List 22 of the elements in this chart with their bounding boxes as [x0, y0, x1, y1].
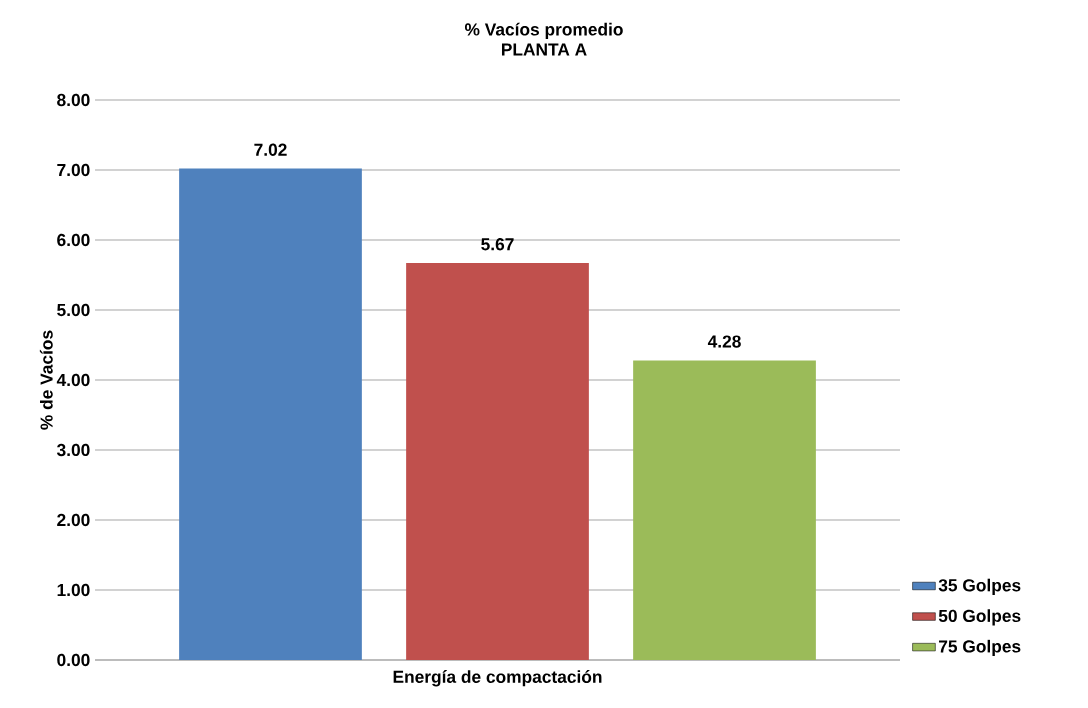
data-label: 4.28: [707, 335, 741, 348]
data-label: 7.02: [254, 143, 287, 156]
bar: [633, 360, 816, 660]
data-label: 5.67: [481, 238, 514, 251]
chart-title: % Vacíos promedio: [464, 22, 623, 40]
y-tick-label: 7.00: [57, 163, 90, 177]
bar: [179, 168, 362, 660]
bar: [406, 263, 589, 660]
y-tick-label: 1.00: [57, 583, 90, 597]
legend-label: 50 Golpes: [938, 609, 1021, 626]
legend-label: 75 Golpes: [939, 639, 1021, 656]
legend-label: 35 Golpes: [938, 578, 1021, 595]
y-tick-label: 2.00: [57, 513, 90, 527]
y-tick-label: 5.00: [57, 303, 90, 317]
y-tick-label: 4.00: [56, 373, 90, 387]
x-axis-title: Energía de compactación: [393, 670, 602, 687]
y-axis-title: % de Vacíos: [39, 330, 53, 430]
y-tick-label: 6.00: [57, 233, 90, 247]
y-tick-label: 3.00: [56, 443, 90, 457]
chart-subtitle: PLANTA A: [501, 43, 587, 56]
y-tick-label: 0.00: [57, 653, 90, 667]
y-tick-label: 8.00: [57, 93, 90, 107]
